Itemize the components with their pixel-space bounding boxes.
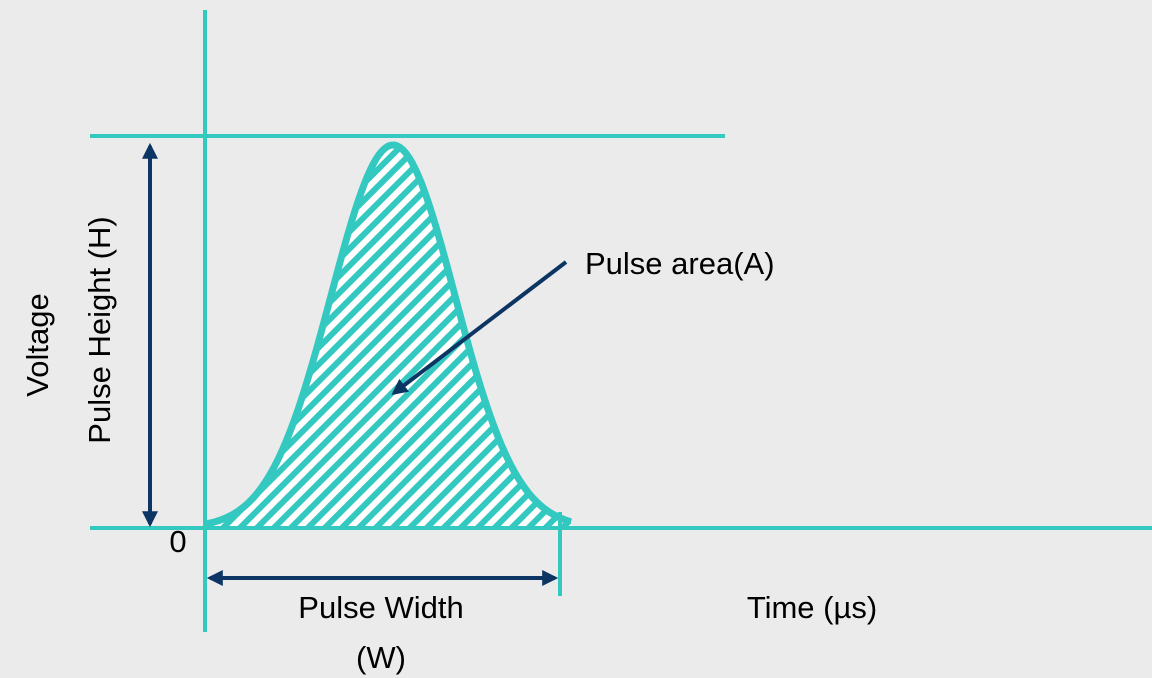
pulse-area: [205, 145, 572, 528]
height-label: Pulse Height (H): [82, 216, 117, 443]
area-label: Pulse area(A): [585, 246, 775, 281]
y-axis-label: Voltage: [20, 293, 55, 396]
pulse-curve: [204, 141, 573, 528]
area-arrow: [391, 260, 568, 395]
width-label: Pulse Width: [298, 590, 463, 625]
width-label: (W): [356, 640, 406, 675]
origin-label: 0: [169, 524, 186, 559]
x-axis-label: Time (µs): [747, 590, 877, 625]
